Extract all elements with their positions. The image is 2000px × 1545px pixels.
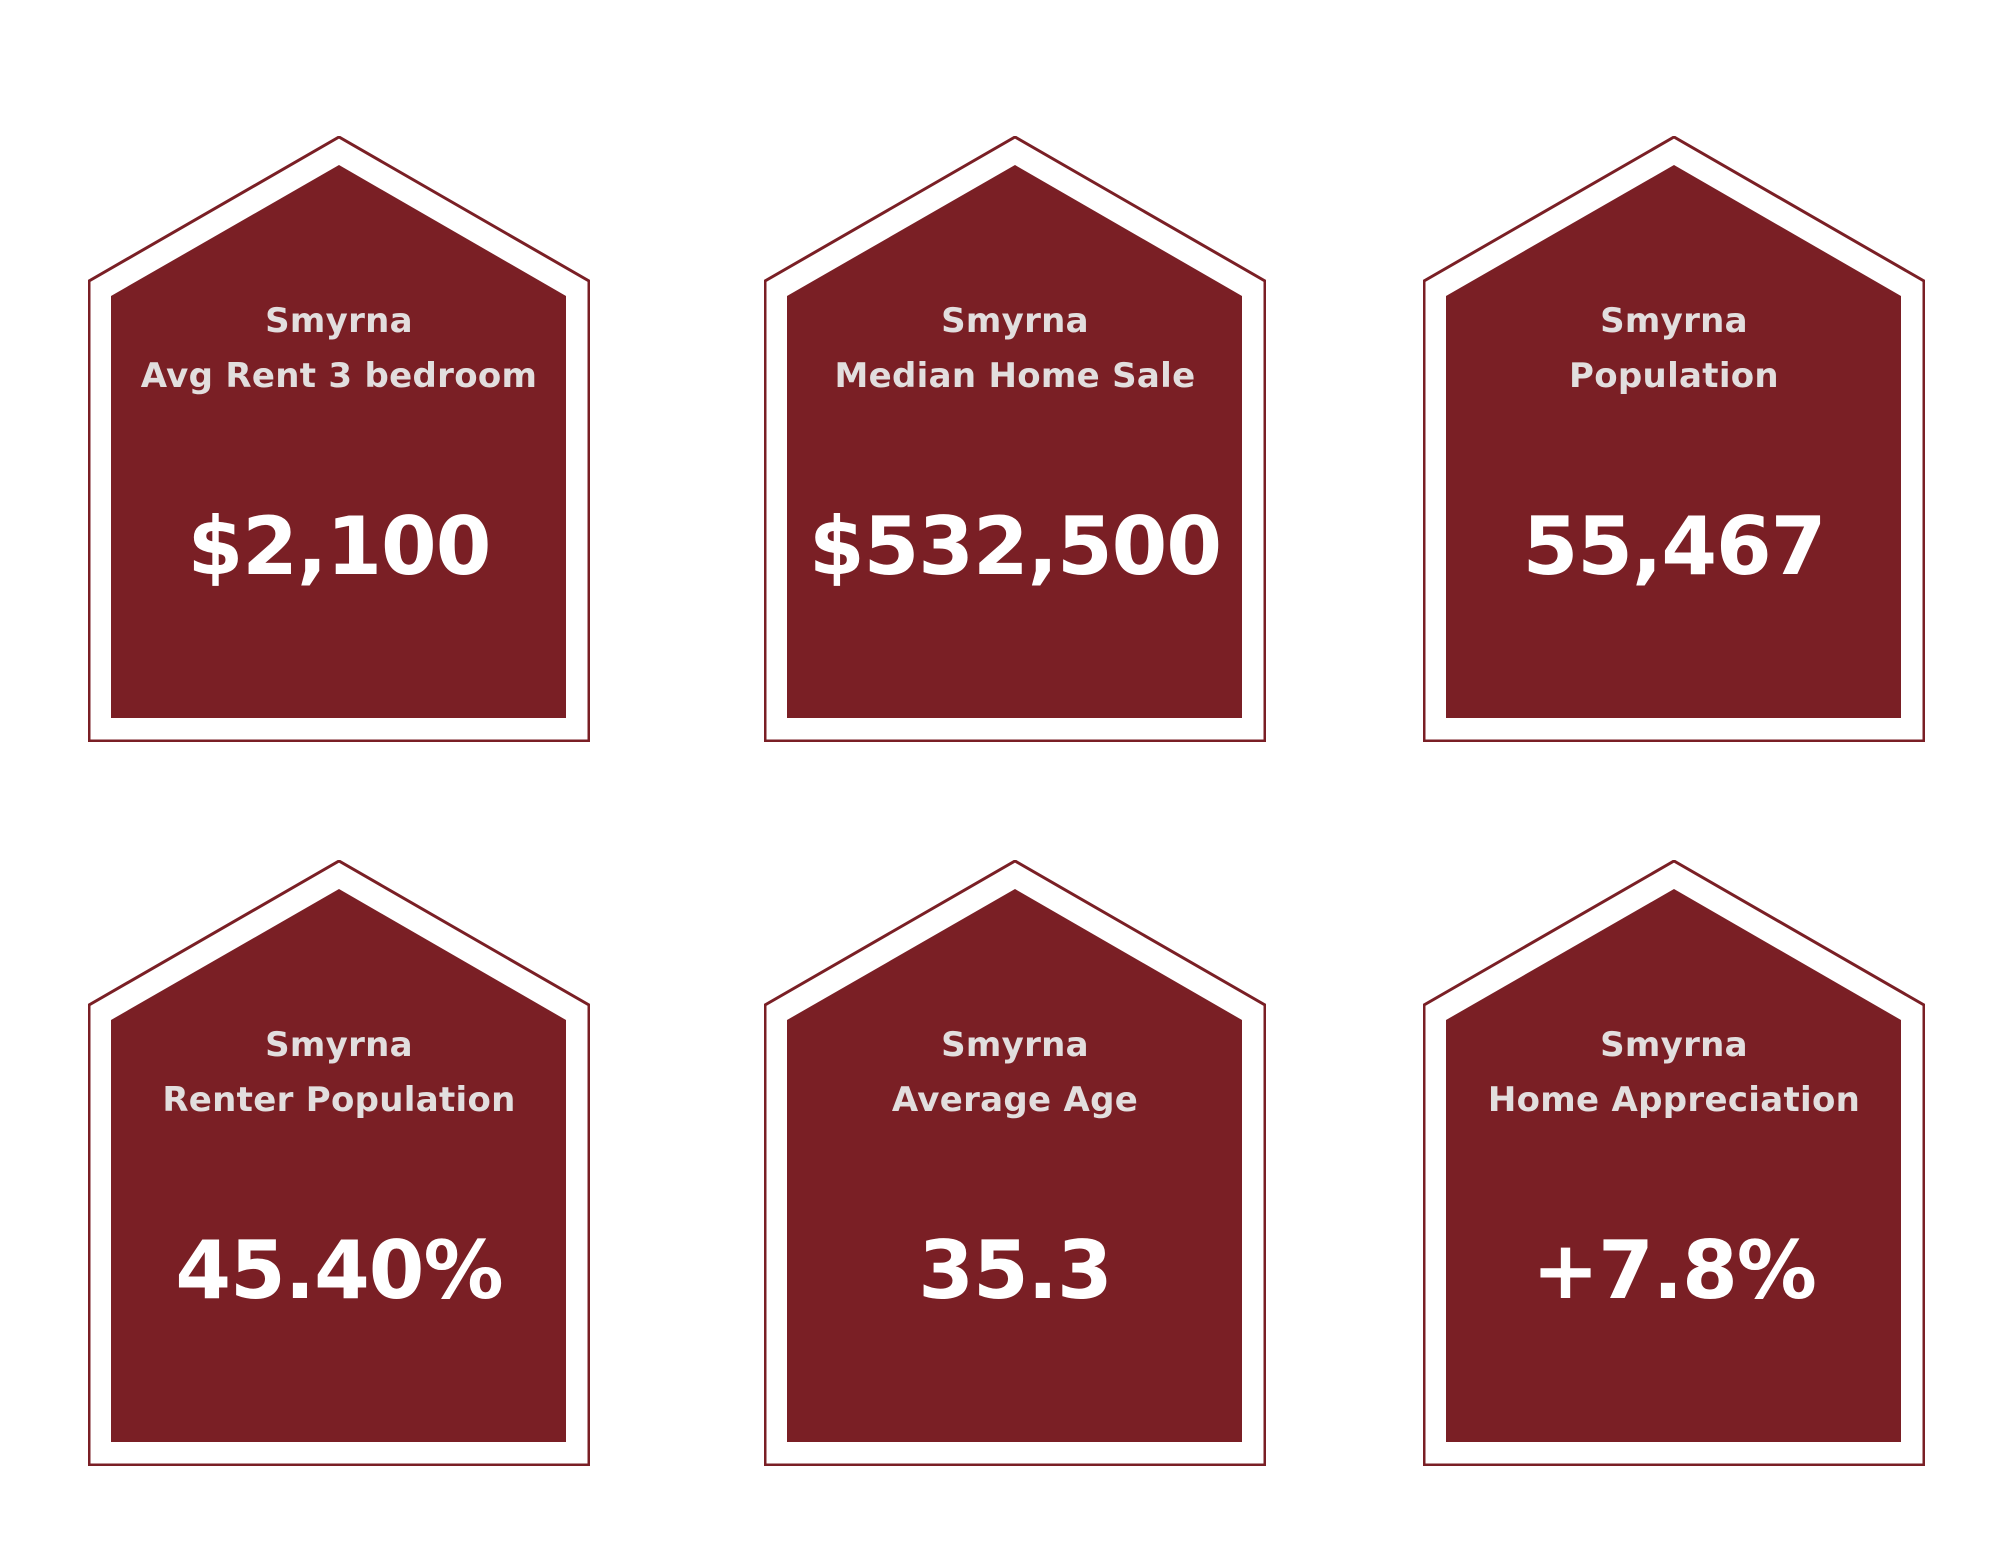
stat-card-avg-rent: Smyrna Avg Rent 3 bedroom $2,100 [88,136,590,742]
stat-card-population: Smyrna Population 55,467 [1423,136,1925,742]
house-shape-icon [1423,136,1925,742]
card-value: 35.3 [918,1224,1112,1317]
card-value: $2,100 [187,500,492,593]
card-city: Smyrna [265,1025,413,1065]
card-metric: Average Age [891,1080,1139,1120]
house-shape-icon [1423,860,1925,1466]
card-metric: Avg Rent 3 bedroom [140,356,538,396]
stat-card-renter-population: Smyrna Renter Population 45.40% [88,860,590,1466]
stat-card-home-appreciation: Smyrna Home Appreciation +7.8% [1423,860,1925,1466]
card-city: Smyrna [1600,301,1748,341]
card-metric: Home Appreciation [1487,1080,1861,1120]
house-shape-icon [88,136,590,742]
card-city: Smyrna [941,301,1089,341]
house-shape-icon [764,136,1266,742]
card-value: +7.8% [1532,1224,1817,1317]
card-city: Smyrna [265,301,413,341]
card-metric: Population [1569,356,1779,396]
stat-card-median-home-sale: Smyrna Median Home Sale $532,500 [764,136,1266,742]
card-metric: Renter Population [162,1080,516,1120]
house-shape-icon [764,860,1266,1466]
stat-card-average-age: Smyrna Average Age 35.3 [764,860,1266,1466]
card-value: 55,467 [1522,500,1827,593]
card-metric: Median Home Sale [834,356,1196,396]
card-city: Smyrna [941,1025,1089,1065]
card-value: $532,500 [808,500,1222,593]
house-shape-icon [88,860,590,1466]
card-city: Smyrna [1600,1025,1748,1065]
card-value: 45.40% [175,1224,503,1317]
